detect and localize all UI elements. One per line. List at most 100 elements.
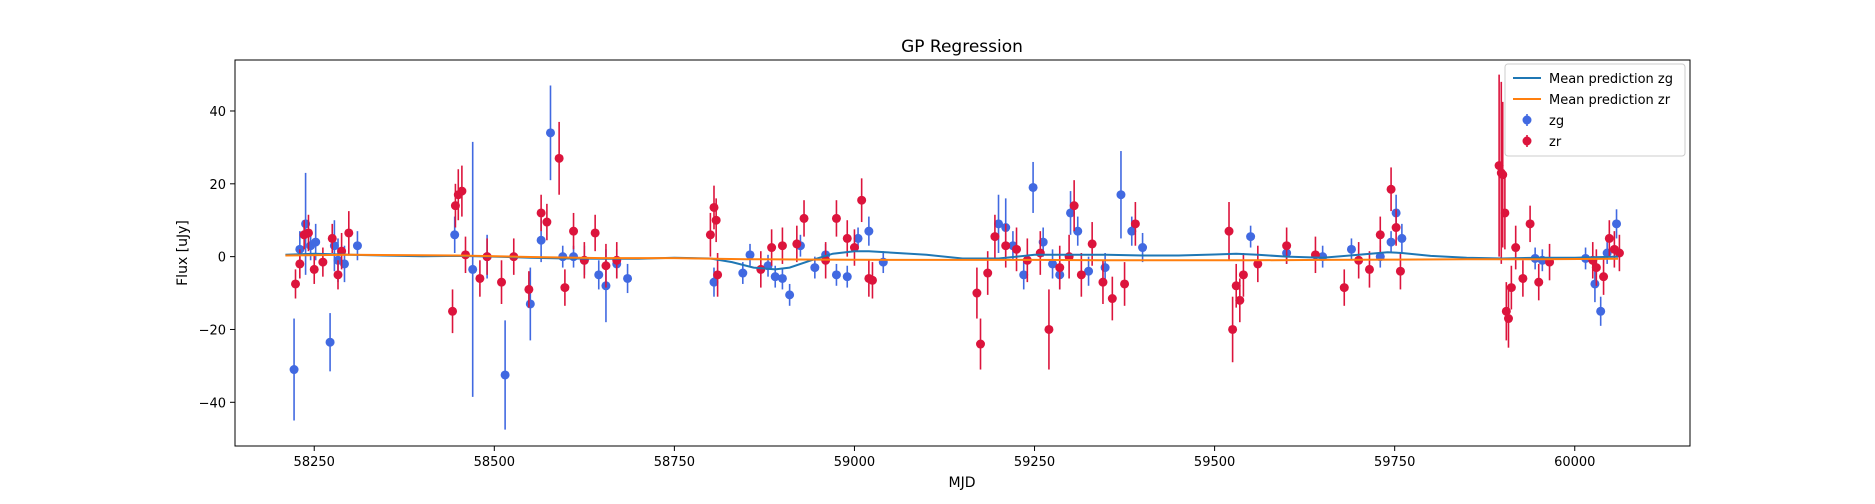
data-point-zg bbox=[352, 241, 362, 251]
data-point-zr bbox=[709, 202, 719, 212]
data-point-zg bbox=[1066, 208, 1076, 218]
x-tick-label: 58250 bbox=[294, 455, 335, 470]
data-point-zr bbox=[1375, 230, 1385, 240]
x-tick-label: 59750 bbox=[1374, 455, 1415, 470]
y-tick-label: −20 bbox=[199, 323, 226, 338]
data-point-zg bbox=[1596, 306, 1606, 316]
data-point-zg bbox=[289, 365, 299, 375]
data-point-zg bbox=[785, 290, 795, 300]
plot-area bbox=[235, 60, 1690, 446]
data-point-zr bbox=[1282, 241, 1292, 251]
data-point-zr bbox=[1055, 263, 1065, 273]
data-point-zr bbox=[1599, 272, 1609, 282]
data-point-zr bbox=[705, 230, 715, 240]
data-point-zg bbox=[738, 268, 748, 278]
data-point-zr bbox=[1120, 279, 1130, 289]
data-point-zg bbox=[853, 233, 863, 243]
data-point-zr bbox=[1087, 239, 1097, 249]
data-point-zr bbox=[291, 279, 301, 289]
data-point-zg bbox=[1019, 270, 1029, 280]
data-point-zr bbox=[344, 228, 354, 238]
x-tick-label: 60000 bbox=[1554, 455, 1595, 470]
data-point-zr bbox=[867, 275, 877, 285]
data-point-zg bbox=[525, 299, 535, 309]
data-point-zr bbox=[713, 270, 723, 280]
data-point-zr bbox=[1107, 294, 1117, 304]
data-point-zg bbox=[500, 370, 510, 380]
data-point-zr bbox=[524, 284, 534, 294]
data-point-zg bbox=[1028, 182, 1038, 192]
data-point-zr bbox=[1591, 263, 1601, 273]
data-point-zr bbox=[849, 243, 859, 253]
data-point-zg bbox=[545, 128, 555, 138]
data-point-zr bbox=[303, 228, 313, 238]
data-point-zr bbox=[554, 153, 564, 163]
data-point-zr bbox=[1386, 184, 1396, 194]
data-point-zg bbox=[1084, 266, 1094, 276]
legend-box bbox=[1504, 63, 1686, 157]
data-point-zr bbox=[327, 233, 337, 243]
data-point-zg bbox=[1138, 243, 1148, 253]
data-point-zr bbox=[1253, 259, 1263, 269]
data-point-zr bbox=[711, 215, 721, 225]
data-point-zr bbox=[1511, 243, 1521, 253]
data-point-zr bbox=[590, 228, 600, 238]
data-point-zr bbox=[842, 233, 852, 243]
data-point-zg bbox=[1612, 219, 1622, 229]
data-point-zg bbox=[1246, 232, 1256, 242]
data-point-zr bbox=[1500, 208, 1510, 218]
chart-title: GP Regression bbox=[901, 37, 1023, 57]
ticks-layer: 58250 58500 58750 59000 59250 59500 59750 60000… bbox=[199, 105, 1596, 470]
data-point-zr bbox=[1391, 223, 1401, 233]
data-point-zg bbox=[842, 272, 852, 282]
data-point-zr bbox=[295, 259, 305, 269]
data-point-zr bbox=[1076, 270, 1086, 280]
series-layer bbox=[285, 74, 1624, 430]
legend-swatch-marker bbox=[1522, 115, 1532, 125]
data-point-zr bbox=[1044, 324, 1054, 334]
data-point-zr bbox=[448, 306, 458, 316]
data-point-zr bbox=[1224, 226, 1234, 236]
data-point-zr bbox=[1069, 201, 1079, 211]
data-point-zr bbox=[1228, 324, 1238, 334]
data-point-zr bbox=[1395, 266, 1405, 276]
data-point-zg bbox=[994, 219, 1004, 229]
data-point-zg bbox=[770, 272, 780, 282]
line-mean-prediction-zr bbox=[285, 253, 1619, 262]
data-point-zg bbox=[311, 237, 321, 247]
data-point-zr bbox=[536, 208, 546, 218]
data-point-zr bbox=[1498, 170, 1508, 180]
data-point-zg bbox=[709, 277, 719, 287]
data-point-zr bbox=[1235, 295, 1245, 305]
data-point-zr bbox=[857, 195, 867, 205]
data-point-zg bbox=[468, 264, 478, 274]
data-point-zg bbox=[594, 270, 604, 280]
data-point-zr bbox=[1518, 273, 1528, 283]
data-point-zr bbox=[976, 339, 986, 349]
data-point-zg bbox=[1386, 237, 1396, 247]
x-tick-label: 58750 bbox=[654, 455, 695, 470]
y-tick-label: −40 bbox=[199, 396, 226, 411]
data-point-zg bbox=[536, 235, 546, 245]
data-point-zr bbox=[990, 232, 1000, 242]
y-tick-label: 20 bbox=[209, 178, 226, 193]
data-point-zr bbox=[1534, 277, 1544, 287]
x-tick-label: 58500 bbox=[474, 455, 515, 470]
data-point-zr bbox=[1506, 283, 1516, 293]
data-point-zr bbox=[1130, 219, 1140, 229]
data-point-zg bbox=[1397, 233, 1407, 243]
data-point-zr bbox=[560, 283, 570, 293]
data-point-zr bbox=[318, 257, 328, 267]
x-tick-label: 59000 bbox=[834, 455, 875, 470]
legend: Mean prediction zg Mean prediction zr zg zr bbox=[1504, 63, 1686, 157]
data-point-zr bbox=[457, 186, 467, 196]
data-point-zr bbox=[767, 243, 777, 253]
data-point-zr bbox=[475, 273, 485, 283]
data-point-zg bbox=[810, 263, 820, 273]
data-point-zr bbox=[972, 288, 982, 298]
data-point-zr bbox=[569, 226, 579, 236]
data-point-zg bbox=[1100, 263, 1110, 273]
data-point-zr bbox=[497, 277, 507, 287]
data-point-zr bbox=[792, 239, 802, 249]
